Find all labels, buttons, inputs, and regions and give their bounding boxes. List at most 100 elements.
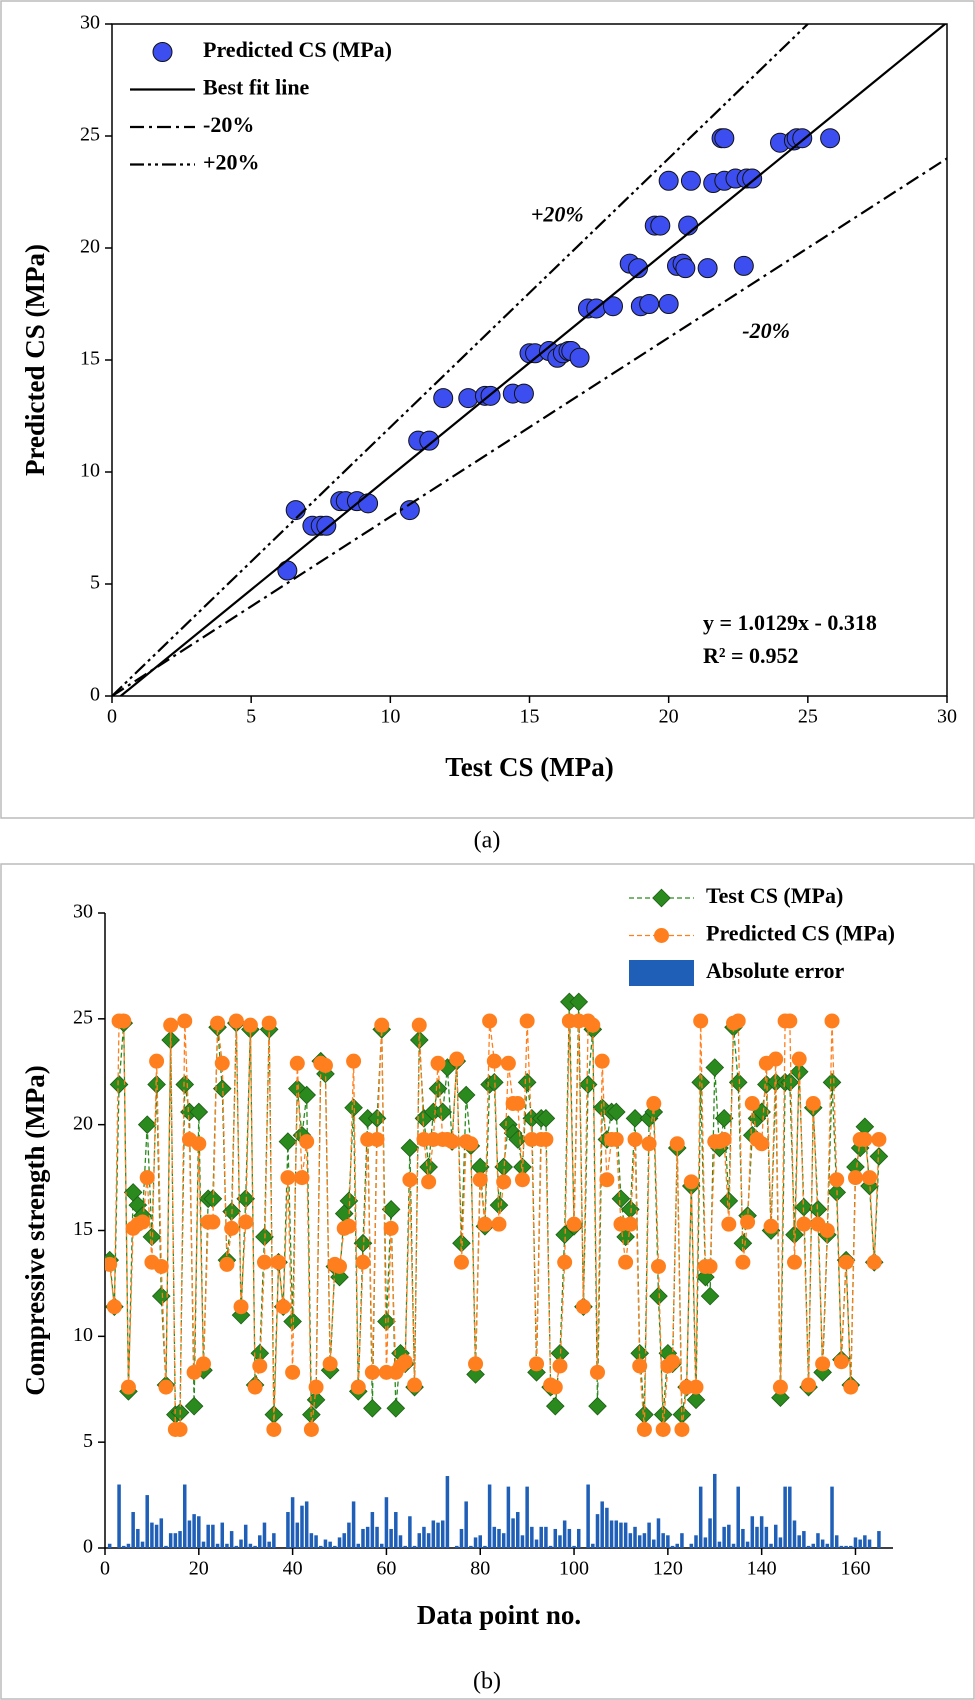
x-tick-label: 40 (283, 1558, 303, 1580)
marker (419, 1157, 438, 1177)
marker (247, 1379, 263, 1395)
bar (455, 1545, 459, 1548)
marker (658, 294, 679, 314)
bar (652, 1539, 656, 1548)
x-tick-label: 120 (653, 1558, 683, 1580)
marker (316, 515, 337, 536)
marker (233, 1299, 249, 1315)
bar (792, 1520, 797, 1548)
bar (844, 1545, 848, 1548)
y-axis-title: Predicted CS (MPa) (20, 244, 50, 476)
marker (149, 1053, 165, 1069)
bar (544, 1526, 548, 1548)
marker (639, 294, 660, 314)
marker (277, 560, 298, 581)
bar (858, 1539, 862, 1548)
legend-label: Best fit line (203, 75, 310, 100)
marker (545, 1396, 565, 1416)
marker (833, 1354, 849, 1370)
marker (680, 170, 701, 191)
marker (866, 1254, 882, 1270)
x-tick-label: 140 (747, 1558, 777, 1580)
marker (510, 1096, 526, 1111)
marker (381, 1200, 401, 1219)
bar (136, 1528, 140, 1548)
marker (407, 1377, 423, 1393)
bar (802, 1531, 806, 1548)
marker (266, 1421, 282, 1437)
marker (650, 1258, 666, 1274)
marker (700, 1286, 720, 1306)
marker (172, 1421, 188, 1437)
legend-label: +20% (203, 150, 260, 175)
annotation: +20% (531, 202, 584, 227)
y-tick-label: 15 (80, 348, 100, 370)
marker (791, 1051, 807, 1067)
x-tick-label: 0 (100, 1558, 110, 1580)
marker (283, 1312, 302, 1331)
bar (262, 1522, 267, 1548)
marker (862, 1170, 878, 1186)
bar (501, 1533, 506, 1548)
marker (658, 170, 679, 191)
marker (297, 1085, 317, 1105)
bar (647, 1522, 651, 1548)
bar (675, 1543, 679, 1548)
marker (716, 1131, 732, 1147)
marker (772, 1379, 788, 1395)
marker (771, 1388, 790, 1408)
bar (830, 1486, 834, 1548)
bar (459, 1528, 464, 1548)
bar (469, 1545, 473, 1548)
bar (206, 1524, 210, 1548)
marker (693, 1013, 709, 1029)
bar (225, 1543, 229, 1548)
bar (220, 1522, 225, 1548)
bar (867, 1539, 872, 1548)
bar (863, 1535, 867, 1548)
bar (267, 1541, 271, 1548)
bar (595, 1514, 600, 1548)
bar (290, 1497, 295, 1548)
bar (187, 1520, 192, 1548)
panel-frame (0, 0, 975, 819)
marker (346, 1053, 362, 1069)
marker (517, 1073, 537, 1092)
bar (576, 1528, 581, 1548)
bar (520, 1535, 525, 1548)
marker (386, 1398, 406, 1418)
bar (516, 1512, 520, 1548)
bar (614, 1520, 619, 1548)
marker (458, 388, 479, 409)
bar (591, 1543, 595, 1548)
marker (616, 1227, 635, 1247)
marker (228, 1013, 244, 1029)
marker (603, 296, 623, 317)
marker (871, 1131, 887, 1147)
marker (857, 1131, 873, 1147)
bar (764, 1526, 769, 1548)
bar (201, 1541, 206, 1548)
marker (332, 1258, 348, 1274)
marker (433, 1102, 453, 1122)
marker (317, 1057, 333, 1073)
bar (717, 1541, 722, 1548)
marker (675, 258, 696, 279)
marker (468, 1356, 484, 1372)
marker (189, 1102, 209, 1122)
marker (733, 255, 754, 276)
x-tick-label: 10 (380, 706, 400, 728)
y-tick-label: 10 (80, 460, 100, 482)
marker (463, 1136, 479, 1152)
marker (137, 1115, 157, 1134)
bar (431, 1520, 436, 1548)
marker (242, 1017, 258, 1033)
marker (153, 1258, 169, 1274)
bar (426, 1533, 431, 1548)
y-tick-label: 0 (83, 1536, 93, 1558)
marker (654, 928, 669, 943)
marker (369, 1131, 385, 1147)
bar (319, 1545, 323, 1548)
y-axis-title: Compressive strength (MPa) (20, 1065, 50, 1395)
bar (215, 1543, 220, 1548)
